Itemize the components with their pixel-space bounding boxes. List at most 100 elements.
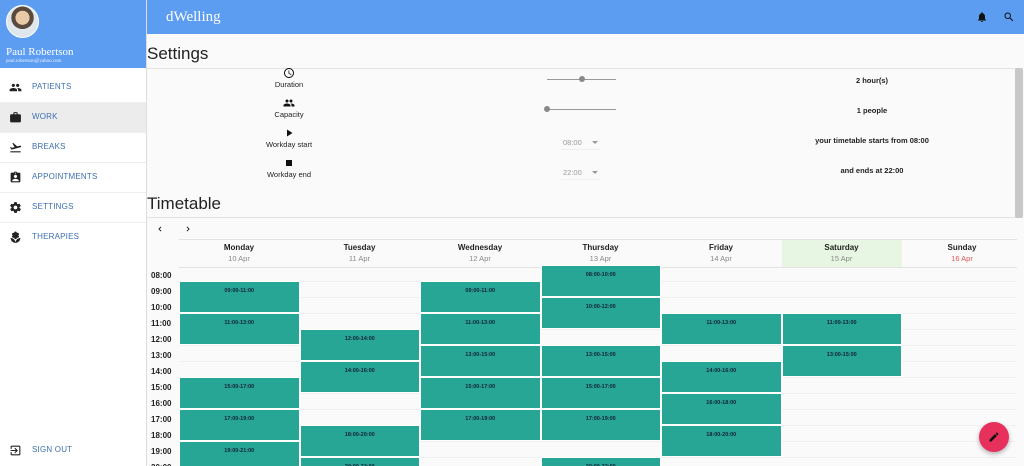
timetable-slot[interactable]: 15:00-17:00 bbox=[420, 377, 541, 409]
timetable-slot[interactable]: 13:00-15:00 bbox=[420, 345, 541, 377]
airplane-icon bbox=[10, 142, 22, 153]
timetable-slot[interactable]: 13:00-15:00 bbox=[540, 345, 661, 377]
timetable-slot[interactable]: 17:00-19:00 bbox=[420, 409, 541, 441]
slot-label: 09:00-11:00 bbox=[224, 288, 255, 294]
sidebar-item-breaks[interactable]: BREAKS bbox=[0, 133, 146, 163]
timetable-slot[interactable]: 20:00-22:00 bbox=[540, 457, 661, 466]
slot-label: 11:00-13:00 bbox=[706, 320, 737, 326]
timetable-slot[interactable]: 13:00-15:00 bbox=[781, 345, 902, 377]
setting-workday-start: Workday start 08:00 your timetable start… bbox=[147, 127, 1017, 157]
timetable-slot[interactable]: 11:00-13:00 bbox=[781, 313, 902, 345]
slot-label: 18:00-20:00 bbox=[344, 432, 375, 438]
day-header-friday: Friday 14 Apr bbox=[661, 240, 781, 267]
timetable-slot[interactable]: 11:00-13:00 bbox=[420, 313, 541, 345]
chevron-left-icon[interactable] bbox=[155, 224, 165, 234]
sidebar-item-label: APPOINTMENTS bbox=[32, 172, 98, 181]
sidebar: Paul Robertson paul.robertson@yahoo.com … bbox=[0, 0, 147, 466]
sidebar-item-label: WORK bbox=[32, 112, 58, 121]
timetable-slot[interactable]: 16:00-18:00 bbox=[661, 393, 782, 425]
time-label: 10:00 bbox=[151, 303, 172, 312]
timetable-slot[interactable]: 19:00-21:00 bbox=[179, 441, 300, 466]
workday-end-text: and ends at 22:00 bbox=[840, 166, 904, 175]
setting-duration: Duration 2 hour(s) bbox=[147, 67, 1017, 97]
sign-out-button[interactable]: SIGN OUT bbox=[0, 436, 146, 466]
pencil-icon bbox=[989, 432, 999, 442]
timetable: Monday 10 Apr Tuesday 11 Apr Wednesday 12 Apr… bbox=[147, 239, 1017, 466]
day-header-monday: Monday 10 Apr bbox=[179, 240, 299, 267]
timetable-slot[interactable]: 09:00-11:00 bbox=[179, 281, 300, 313]
sidebar-item-appointments[interactable]: APPOINTMENTS bbox=[0, 163, 146, 193]
slot-label: 17:00-19:00 bbox=[465, 416, 496, 422]
bell-icon[interactable] bbox=[976, 11, 988, 23]
day-date: 16 Apr bbox=[951, 254, 973, 263]
search-icon[interactable] bbox=[1003, 11, 1015, 23]
day-name: Wednesday bbox=[457, 243, 503, 252]
scrollbar[interactable] bbox=[1015, 68, 1023, 218]
timetable-slot[interactable]: 18:00-20:00 bbox=[299, 425, 420, 457]
time-label: 13:00 bbox=[151, 351, 172, 360]
timetable-slot[interactable]: 11:00-13:00 bbox=[179, 313, 300, 345]
day-date: 15 Apr bbox=[830, 254, 853, 263]
capacity-slider[interactable] bbox=[547, 109, 616, 110]
user-name: Paul Robertson bbox=[6, 46, 74, 58]
timetable-slot[interactable]: 15:00-17:00 bbox=[540, 377, 661, 409]
slot-label: 17:00-19:00 bbox=[224, 416, 255, 422]
capacity-value: 1 people bbox=[856, 106, 888, 115]
timetable-header: Monday 10 Apr Tuesday 11 Apr Wednesday 12 Apr… bbox=[179, 239, 1017, 268]
slot-label: 17:00-19:00 bbox=[585, 416, 616, 422]
day-header-sunday: Sunday 16 Apr bbox=[902, 240, 1022, 267]
day-name: Sunday bbox=[947, 243, 977, 252]
day-date: 11 Apr bbox=[348, 254, 371, 263]
sidebar-item-label: PATIENTS bbox=[32, 82, 72, 91]
time-label: 09:00 bbox=[151, 287, 172, 296]
workday-end-select-value: 22:00 bbox=[563, 168, 582, 177]
play-icon bbox=[287, 129, 293, 137]
divider bbox=[147, 217, 1017, 218]
slot-label: 11:00-13:00 bbox=[224, 320, 255, 326]
slot-label: 20:00-22:00 bbox=[542, 464, 661, 466]
hour-gridline bbox=[179, 441, 1017, 442]
sidebar-item-work[interactable]: WORK bbox=[0, 103, 146, 133]
timetable-slot[interactable]: 14:00-16:00 bbox=[299, 361, 420, 393]
slot-label: 11:00-13:00 bbox=[826, 320, 857, 326]
workday-start-text: your timetable starts from 08:00 bbox=[815, 136, 929, 145]
timetable-slot[interactable]: 17:00-19:00 bbox=[540, 409, 661, 441]
stop-icon bbox=[286, 160, 292, 166]
slot-label: 11:00-13:00 bbox=[465, 320, 496, 326]
timetable-slot[interactable]: 18:00-20:00 bbox=[661, 425, 782, 457]
timetable-slot[interactable]: 09:00-11:00 bbox=[420, 281, 541, 313]
sign-out-label: SIGN OUT bbox=[32, 445, 73, 454]
capacity-slider-thumb[interactable] bbox=[544, 106, 550, 112]
sidebar-item-patients[interactable]: PATIENTS bbox=[0, 73, 146, 103]
settings-title: Settings bbox=[147, 44, 209, 63]
chevron-right-icon[interactable] bbox=[183, 224, 193, 234]
duration-label: Duration bbox=[274, 80, 304, 89]
day-name: Saturday bbox=[824, 243, 859, 252]
day-date: 10 Apr bbox=[228, 254, 250, 263]
timetable-slot[interactable]: 17:00-19:00 bbox=[179, 409, 300, 441]
people-icon bbox=[283, 99, 295, 107]
duration-value: 2 hour(s) bbox=[855, 76, 889, 85]
timetable-slot[interactable]: 14:00-16:00 bbox=[661, 361, 782, 393]
slot-label: 14:00-16:00 bbox=[706, 368, 737, 374]
timetable-slot[interactable]: 12:00-14:00 bbox=[299, 329, 420, 361]
day-header-saturday: Saturday 15 Apr bbox=[781, 240, 902, 267]
duration-slider-thumb[interactable] bbox=[578, 76, 585, 82]
sidebar-item-therapies[interactable]: THERAPIES bbox=[0, 223, 146, 253]
time-label: 19:00 bbox=[151, 447, 172, 456]
timetable-slot[interactable]: 15:00-17:00 bbox=[179, 377, 300, 409]
edit-fab-button[interactable] bbox=[979, 422, 1009, 452]
avatar[interactable] bbox=[6, 5, 39, 38]
timetable-slot[interactable]: 08:00-10:00 bbox=[540, 265, 661, 297]
top-app-bar: dWelling bbox=[147, 0, 1024, 34]
sidebar-item-settings[interactable]: SETTINGS bbox=[0, 193, 146, 223]
timetable-slot[interactable]: 20:00-22:00 bbox=[299, 457, 420, 466]
day-header-thursday: Thursday 13 Apr bbox=[541, 240, 661, 267]
briefcase-icon bbox=[10, 112, 21, 123]
timetable-slot[interactable]: 11:00-13:00 bbox=[661, 313, 782, 345]
workday-end-select[interactable]: 22:00 bbox=[561, 164, 601, 180]
workday-start-select[interactable]: 08:00 bbox=[561, 134, 601, 150]
time-label: 20:00 bbox=[151, 463, 171, 466]
chevron-down-icon bbox=[592, 171, 598, 174]
timetable-slot[interactable]: 10:00-12:00 bbox=[540, 297, 661, 329]
